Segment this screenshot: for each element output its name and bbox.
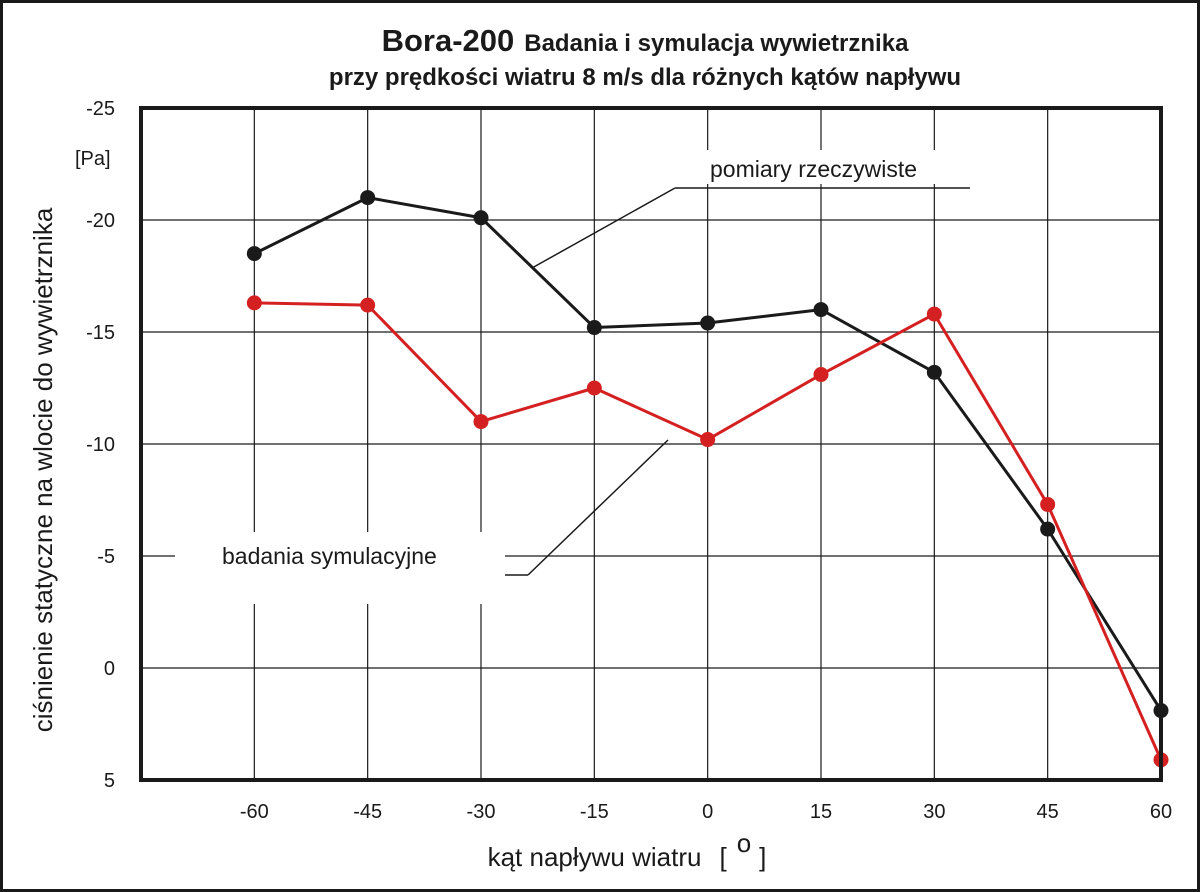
- annotation-bg-sim: [175, 532, 505, 604]
- x-tick-label: -60: [240, 801, 269, 823]
- x-axis-label-text: kąt napływu wiatru: [488, 842, 702, 872]
- y-tick-label: -5: [97, 546, 115, 568]
- x-tick-label: -45: [353, 801, 382, 823]
- y-tick-labels: -25 -20 -15 -10 -5 0 5: [86, 98, 115, 792]
- data-point-1: [813, 367, 829, 383]
- data-point-0: [473, 210, 489, 226]
- data-point-0: [926, 364, 942, 380]
- x-tick-label: 60: [1150, 801, 1172, 823]
- chart-subtitle: przy prędkości wiatru 8 m/s dla różnych …: [329, 64, 961, 91]
- data-point-0: [360, 190, 376, 206]
- annotation-real: pomiary rzeczywiste: [710, 156, 917, 182]
- data-point-0: [813, 302, 829, 318]
- x-tick-label: -30: [467, 801, 496, 823]
- x-unit-open: [: [719, 842, 727, 872]
- y-unit-label: [Pa]: [75, 148, 111, 170]
- data-point-1: [1040, 496, 1056, 512]
- annotation-bg-real: [700, 150, 970, 184]
- y-tick-label: 0: [104, 658, 115, 680]
- y-tick-label: -25: [86, 98, 115, 120]
- annotation-leader-sim: [527, 439, 669, 576]
- x-unit-degree: o: [737, 828, 751, 858]
- x-tick-label: 45: [1037, 801, 1059, 823]
- x-tick-label: 30: [923, 801, 945, 823]
- chart-title-main: Bora-200: [382, 23, 515, 58]
- x-tick-label: 0: [702, 801, 713, 823]
- data-point-1: [700, 432, 716, 448]
- chart-title: Bora-200 Badania i symulacja wywietrznika: [382, 23, 910, 58]
- annotation-sim: badania symulacyjne: [222, 543, 437, 569]
- y-tick-label: -15: [86, 322, 115, 344]
- x-tick-label: -15: [580, 801, 609, 823]
- grid-lines: [141, 108, 1161, 780]
- data-point-1: [246, 295, 262, 311]
- data-point-1: [473, 414, 489, 430]
- y-tick-label: -20: [86, 210, 115, 232]
- data-point-1: [926, 306, 942, 322]
- y-tick-label: -10: [86, 434, 115, 456]
- x-axis-label: kąt napływu wiatru [ o]: [488, 828, 767, 872]
- y-tick-label: 5: [104, 770, 115, 792]
- x-tick-labels: -60 -45 -30 -15 0 15 30 45 60: [240, 801, 1172, 823]
- data-point-0: [586, 320, 602, 336]
- data-point-0: [246, 246, 262, 262]
- x-tick-label: 15: [810, 801, 832, 823]
- data-point-0: [700, 315, 716, 331]
- chart-title-rest: Badania i symulacja wywietrznika: [524, 30, 909, 57]
- annotation-leader-real: [531, 187, 676, 269]
- data-series: [246, 190, 1169, 768]
- plot-border: [139, 106, 1163, 782]
- data-point-1: [586, 380, 602, 396]
- data-point-1: [360, 297, 376, 313]
- y-axis-label: ciśnienie statyczne na wlocie do wywietr…: [28, 207, 58, 732]
- x-unit-close: ]: [759, 842, 766, 872]
- data-point-0: [1040, 521, 1056, 537]
